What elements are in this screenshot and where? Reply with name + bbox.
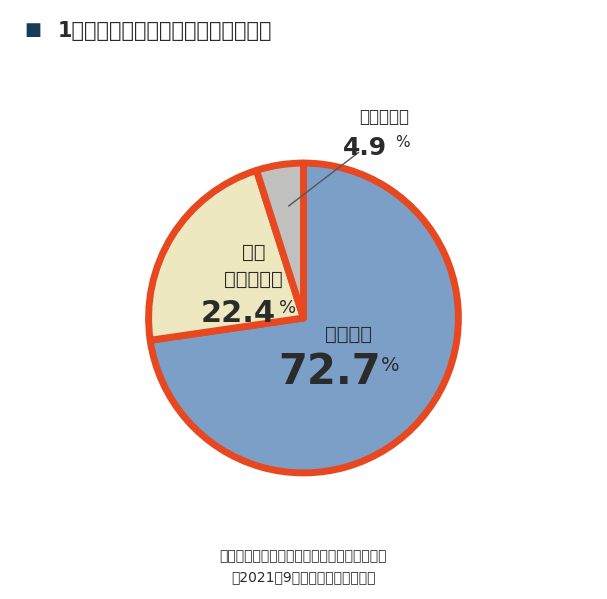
Text: %: % xyxy=(279,300,296,317)
Text: 1カ月以上休職した場合の収入の変化: 1カ月以上休職した場合の収入の変化 xyxy=(58,21,272,41)
Text: 72.7: 72.7 xyxy=(278,351,381,393)
Text: 減少: 減少 xyxy=(242,243,265,262)
Wedge shape xyxy=(149,170,304,340)
Text: 「被用者保険加入者へのインターネット調査
（2021年9月アフラック実施）」: 「被用者保険加入者へのインターネット調査 （2021年9月アフラック実施）」 xyxy=(220,549,387,584)
Text: わからない: わからない xyxy=(359,108,409,126)
Text: ■: ■ xyxy=(24,21,41,39)
Text: 4.9: 4.9 xyxy=(344,135,387,159)
Text: しなかった: しなかった xyxy=(224,270,283,289)
Wedge shape xyxy=(257,163,304,318)
Text: 減少した: 減少した xyxy=(325,325,371,344)
Text: 22.4: 22.4 xyxy=(200,298,276,328)
Text: %: % xyxy=(395,135,410,150)
Wedge shape xyxy=(150,163,458,473)
Text: %: % xyxy=(381,356,399,376)
